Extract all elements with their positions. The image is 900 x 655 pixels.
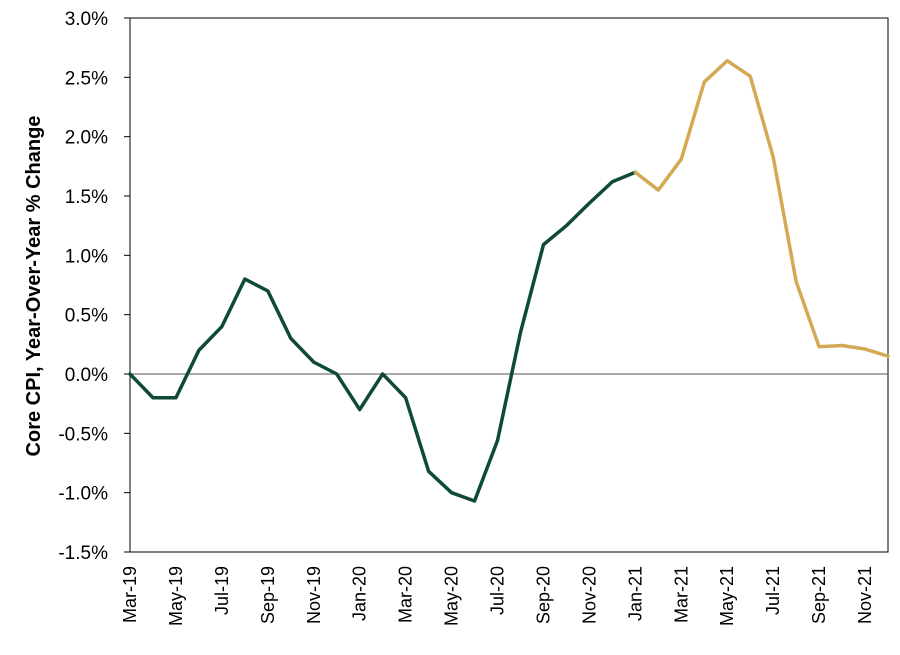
x-tick-label: Nov-21 <box>855 566 875 624</box>
series-line-2 <box>633 58 890 358</box>
axes <box>124 17 889 553</box>
x-tick-label: May-19 <box>166 566 186 626</box>
plot-frame <box>129 17 889 553</box>
x-tick-labels: Mar-19 May-19 Jul-19 Sep-19 Nov-19 Jan-20 Mar-… <box>120 566 875 626</box>
x-tick-label: Mar-20 <box>396 566 416 623</box>
x-tick-label: Jul-21 <box>763 566 783 615</box>
x-tick-label: Nov-20 <box>579 566 599 624</box>
y-tick-label: 1.0% <box>65 246 108 267</box>
y-tick-label: 0.5% <box>65 306 108 327</box>
series-line-1 <box>128 170 638 503</box>
x-tick-label: Jul-20 <box>488 566 508 615</box>
x-tick-label: Jan-21 <box>625 566 645 621</box>
y-tick-label: -0.5% <box>58 424 108 445</box>
series-lines <box>128 58 890 503</box>
x-tick-label: Sep-20 <box>533 566 553 624</box>
x-tick-label: Jan-20 <box>350 566 370 621</box>
y-tick-label: 2.5% <box>65 68 108 89</box>
y-tick-label: 3.0% <box>65 9 108 30</box>
x-tick-label: Sep-19 <box>258 566 278 624</box>
x-tick-label: Sep-21 <box>809 566 829 624</box>
y-axis-label: Core CPI, Year-Over-Year % Change <box>23 116 45 457</box>
y-tick-label: 1.5% <box>65 187 108 208</box>
y-tick-label: -1.5% <box>58 543 108 564</box>
x-tick-label: Nov-19 <box>304 566 324 624</box>
x-tick-label: Mar-19 <box>120 566 140 623</box>
x-tick-label: Jul-19 <box>212 566 232 615</box>
x-tick-label: May-21 <box>717 566 737 626</box>
x-tick-label: May-20 <box>442 566 462 626</box>
y-tick-label: 2.0% <box>65 128 108 149</box>
y-tick-label: -1.0% <box>58 484 108 505</box>
y-tick-label: 0.0% <box>65 365 108 386</box>
y-tick-labels: 3.0% 2.5% 2.0% 1.5% 1.0% 0.5% 0.0% -0.5% -1.0% -1… <box>58 9 108 564</box>
x-tick-label: Mar-21 <box>671 566 691 623</box>
